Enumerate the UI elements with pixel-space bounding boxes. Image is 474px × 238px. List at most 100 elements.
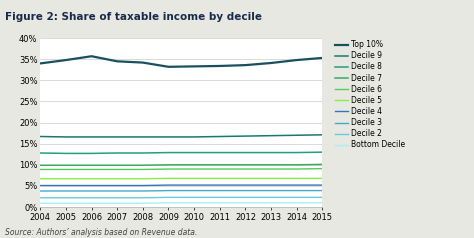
Decile 6 — [140, 168, 146, 171]
Decile 2 — [217, 196, 223, 199]
Decile 9 — [243, 135, 248, 138]
Decile 2 — [268, 196, 274, 199]
Decile 6 — [165, 168, 171, 170]
Decile 8 — [243, 151, 248, 154]
Decile 5 — [191, 177, 197, 180]
Line: Top 10%: Top 10% — [40, 56, 322, 67]
Top 10% — [319, 56, 325, 59]
Top 10% — [63, 59, 69, 61]
Decile 4 — [319, 184, 325, 187]
Decile 7 — [191, 163, 197, 166]
Top 10% — [191, 65, 197, 68]
Decile 5 — [294, 177, 300, 180]
Line: Decile 8: Decile 8 — [40, 152, 322, 154]
Decile 2 — [243, 196, 248, 199]
Decile 7 — [243, 163, 248, 166]
Bottom Decile — [63, 202, 69, 205]
Decile 2 — [191, 196, 197, 199]
Bottom Decile — [319, 201, 325, 204]
Top 10% — [165, 65, 171, 68]
Line: Decile 7: Decile 7 — [40, 164, 322, 165]
Decile 9 — [319, 133, 325, 136]
Decile 3 — [191, 189, 197, 192]
Top 10% — [140, 61, 146, 64]
Bottom Decile — [140, 202, 146, 205]
Top 10% — [37, 62, 43, 65]
Line: Decile 5: Decile 5 — [40, 178, 322, 179]
Decile 6 — [191, 168, 197, 170]
Decile 4 — [294, 184, 300, 187]
Decile 4 — [191, 184, 197, 187]
Decile 2 — [63, 196, 69, 199]
Decile 4 — [114, 184, 120, 187]
Decile 8 — [268, 151, 274, 154]
Decile 5 — [165, 177, 171, 180]
Decile 4 — [243, 184, 248, 187]
Decile 7 — [63, 164, 69, 167]
Bottom Decile — [268, 201, 274, 204]
Decile 8 — [217, 151, 223, 154]
Decile 3 — [89, 190, 94, 193]
Line: Decile 2: Decile 2 — [40, 197, 322, 198]
Decile 3 — [268, 189, 274, 192]
Decile 7 — [165, 163, 171, 166]
Decile 3 — [63, 190, 69, 193]
Decile 8 — [294, 151, 300, 154]
Decile 6 — [217, 168, 223, 170]
Decile 8 — [114, 152, 120, 154]
Decile 5 — [89, 177, 94, 180]
Top 10% — [114, 60, 120, 63]
Decile 9 — [114, 135, 120, 138]
Decile 3 — [140, 190, 146, 193]
Decile 8 — [37, 152, 43, 154]
Decile 2 — [319, 196, 325, 199]
Text: Figure 2: Share of taxable income by decile: Figure 2: Share of taxable income by dec… — [5, 12, 262, 22]
Decile 5 — [114, 177, 120, 180]
Decile 3 — [165, 189, 171, 192]
Decile 4 — [268, 184, 274, 187]
Bottom Decile — [217, 201, 223, 204]
Decile 5 — [63, 177, 69, 180]
Decile 7 — [217, 163, 223, 166]
Line: Decile 9: Decile 9 — [40, 135, 322, 137]
Decile 6 — [114, 168, 120, 171]
Decile 2 — [140, 196, 146, 199]
Decile 9 — [268, 134, 274, 137]
Decile 8 — [319, 151, 325, 154]
Decile 7 — [294, 163, 300, 166]
Decile 7 — [114, 164, 120, 167]
Bottom Decile — [37, 202, 43, 205]
Bottom Decile — [294, 201, 300, 204]
Decile 9 — [63, 135, 69, 138]
Top 10% — [268, 62, 274, 64]
Top 10% — [89, 55, 94, 58]
Decile 6 — [294, 168, 300, 170]
Decile 3 — [319, 189, 325, 192]
Decile 9 — [294, 134, 300, 137]
Decile 7 — [268, 163, 274, 166]
Decile 3 — [294, 189, 300, 192]
Decile 4 — [89, 184, 94, 187]
Decile 4 — [140, 184, 146, 187]
Bottom Decile — [191, 201, 197, 204]
Decile 8 — [191, 151, 197, 154]
Decile 5 — [217, 177, 223, 180]
Decile 4 — [37, 184, 43, 187]
Top 10% — [243, 64, 248, 67]
Top 10% — [294, 59, 300, 61]
Text: Source: Authors’ analysis based on Revenue data.: Source: Authors’ analysis based on Reven… — [5, 228, 197, 237]
Decile 9 — [191, 135, 197, 138]
Decile 9 — [165, 135, 171, 138]
Decile 5 — [319, 177, 325, 180]
Decile 3 — [114, 190, 120, 193]
Decile 6 — [37, 168, 43, 171]
Decile 5 — [37, 177, 43, 180]
Decile 6 — [243, 168, 248, 170]
Decile 6 — [319, 167, 325, 170]
Decile 9 — [140, 135, 146, 138]
Decile 5 — [243, 177, 248, 180]
Decile 4 — [217, 184, 223, 187]
Decile 2 — [114, 196, 120, 199]
Decile 7 — [319, 163, 325, 166]
Bottom Decile — [89, 202, 94, 205]
